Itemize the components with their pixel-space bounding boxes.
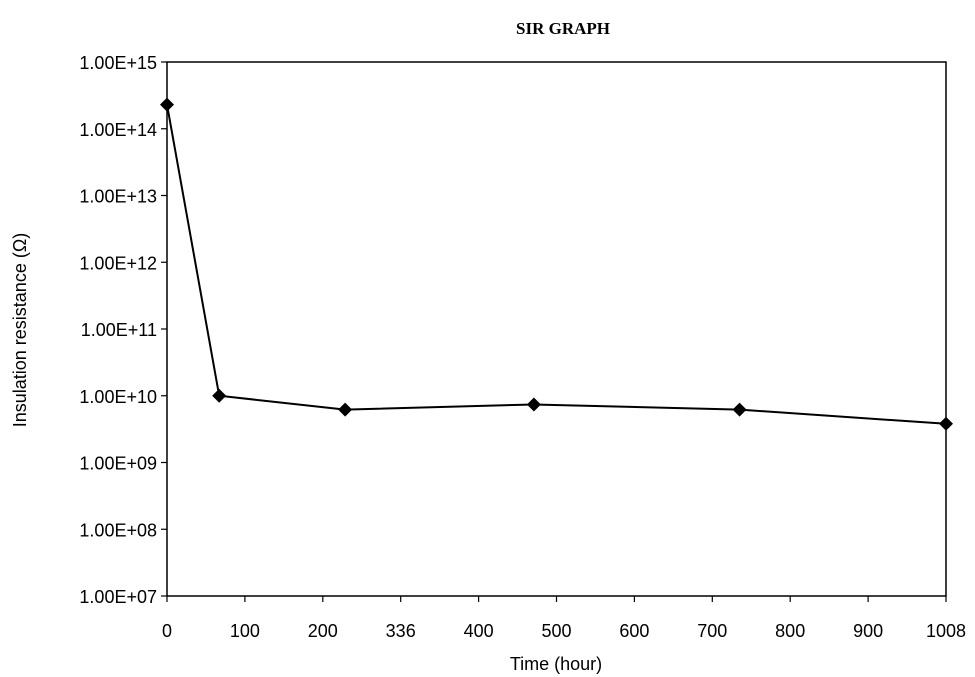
series-group	[160, 97, 953, 431]
data-point-marker	[732, 402, 747, 417]
x-axis-label: Time (hour)	[510, 654, 602, 674]
y-tick-label: 1.00E+14	[79, 120, 157, 140]
y-axis-label: Insulation resistance (Ω)	[10, 233, 30, 428]
y-tick-labels: 1.00E+07 1.00E+08 1.00E+09 1.00E+10 1.00E+11…	[79, 53, 157, 607]
y-tick-label: 1.00E+08	[79, 520, 157, 540]
x-tick-label: 900	[853, 621, 883, 641]
chart-title: SIR GRAPH	[516, 19, 610, 38]
tick-marks	[161, 61, 947, 602]
x-tick-label: 200	[308, 621, 338, 641]
x-tick-label: 1008	[926, 621, 966, 641]
data-point-marker	[338, 402, 353, 417]
x-tick-label: 700	[697, 621, 727, 641]
x-tick-label: 600	[619, 621, 649, 641]
y-tick-label: 1.00E+12	[79, 253, 157, 273]
x-tick-label: 400	[464, 621, 494, 641]
x-tick-labels: 0 100 200 336 400 500 600 700 800 900 1008	[162, 621, 966, 641]
x-tick-label: 336	[386, 621, 416, 641]
y-tick-label: 1.00E+07	[79, 587, 157, 607]
series-line	[166, 104, 947, 425]
data-point-marker	[939, 416, 953, 431]
x-tick-label: 0	[162, 621, 172, 641]
y-tick-label: 1.00E+13	[79, 187, 157, 207]
y-tick-label: 1.00E+10	[79, 387, 157, 407]
y-tick-label: 1.00E+09	[79, 454, 157, 474]
data-point-marker	[160, 97, 174, 112]
plot-frame	[166, 61, 947, 597]
x-tick-label: 500	[541, 621, 571, 641]
x-tick-label: 800	[775, 621, 805, 641]
data-point-marker	[212, 388, 227, 403]
x-tick-label: 100	[230, 621, 260, 641]
y-tick-label: 1.00E+15	[79, 53, 157, 73]
data-point-marker	[526, 397, 541, 412]
y-tick-label: 1.00E+11	[81, 320, 157, 340]
